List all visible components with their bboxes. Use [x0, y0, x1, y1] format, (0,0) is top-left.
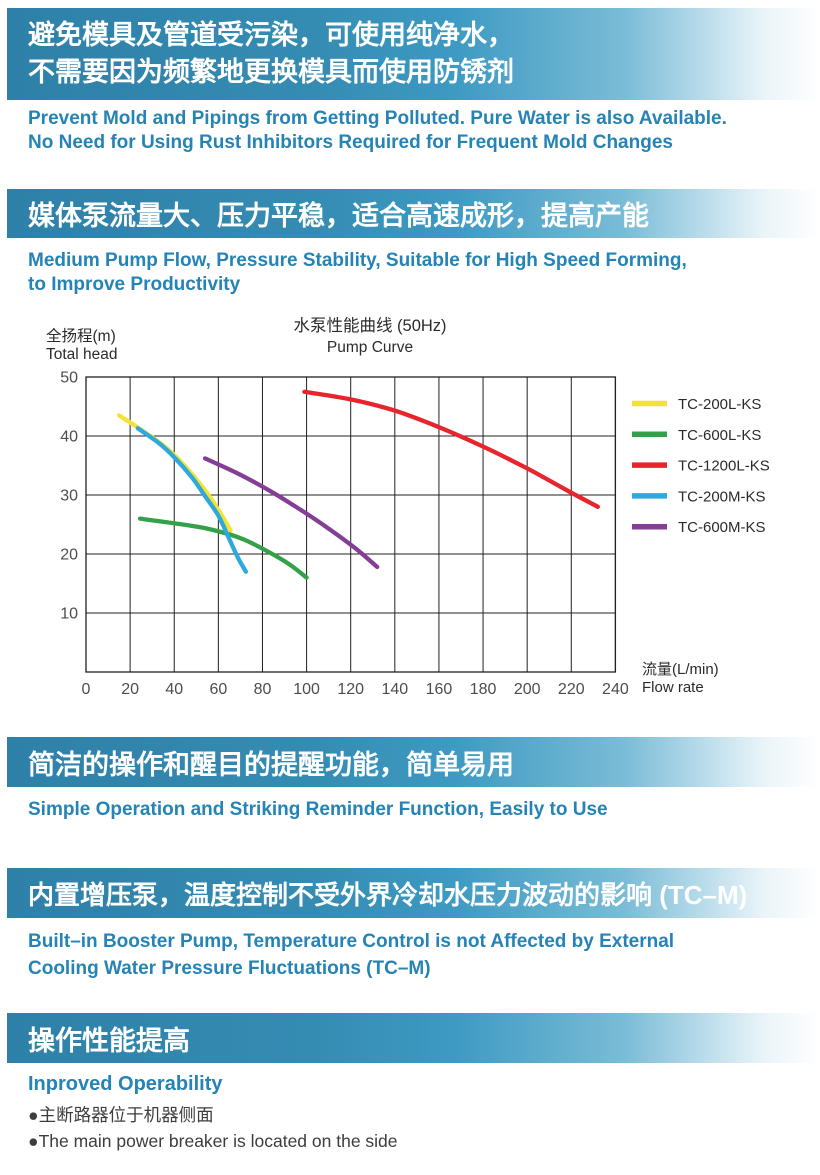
subtitle-line: Simple Operation and Striking Reminder F…: [28, 799, 608, 820]
x-tick-label: 100: [293, 681, 320, 698]
x-tick-label: 0: [82, 681, 91, 698]
x-tick-label: 60: [209, 681, 227, 698]
x-tick-label: 180: [470, 681, 497, 698]
y-tick-label: 40: [60, 429, 78, 446]
banner-text-line: 简洁的操作和醒目的提醒功能，简单易用: [28, 749, 514, 780]
x-tick-label: 120: [337, 681, 364, 698]
x-axis-label-zh: 流量(L/min): [642, 661, 719, 678]
y-axis-label-en: Total head: [46, 346, 118, 363]
curve-TC-600M-KS: [202, 456, 380, 570]
banner-text-line: 不需要因为频繁地更换模具而使用防锈剂: [28, 57, 514, 87]
subtitle-operability: Inproved Operability: [28, 1072, 810, 1096]
subtitle-line: Inproved Operability: [28, 1073, 223, 1095]
pump-curve-chart: 0 20 40 60 80 100 120 140 160 180 200 220 240 10 20 30 4…: [0, 310, 820, 710]
banner-text-line: 内置增压泵，温度控制不受外界冷却水压力波动的影响 (TC–M): [28, 879, 748, 910]
operability-bullet-list: ●主断路器位于机器侧面 ●The main power breaker is l…: [28, 1102, 398, 1154]
curve-TC-200L-KS: [116, 413, 233, 533]
y-axis-label-zh: 全扬程(m): [46, 328, 116, 345]
x-axis-label-en: Flow rate: [642, 679, 704, 696]
legend-label-TC-1200L-KS: TC-1200L-KS: [678, 458, 770, 475]
x-tick-label: 20: [121, 681, 139, 698]
chart-title-zh: 水泵性能曲线 (50Hz): [293, 317, 447, 335]
legend-label-TC-200L-KS: TC-200L-KS: [678, 396, 761, 413]
x-tick-label: 220: [558, 681, 585, 698]
x-tick-label: 200: [514, 681, 541, 698]
subtitle-line: Medium Pump Flow, Pressure Stability, Su…: [28, 250, 687, 271]
plot-border: [85, 376, 617, 673]
y-axis-label: 全扬程(m) Total head: [46, 328, 118, 364]
subtitle-line: Cooling Water Pressure Fluctuations (TC–…: [28, 958, 431, 979]
bullet-item: ●The main power breaker is located on th…: [28, 1131, 398, 1151]
banner-text-line: 避免模具及管道受污染，可使用纯净水，: [28, 20, 514, 50]
chart-canvas: 0 20 40 60 80 100 120 140 160 180 200 220 240 10 20 30 4…: [60, 370, 770, 699]
subtitle-line: Built–in Booster Pump, Temperature Contr…: [28, 931, 675, 952]
banner-booster-pump: 内置增压泵，温度控制不受外界冷却水压力波动的影响 (TC–M): [7, 868, 820, 918]
x-tick-label: 140: [381, 681, 408, 698]
chart-title: 水泵性能曲线 (50Hz) Pump Curve: [230, 315, 510, 359]
subtitle-line: to Improve Productivity: [28, 274, 241, 295]
x-tick-label: 240: [602, 681, 629, 698]
subtitle-pump-flow: Medium Pump Flow, Pressure Stability, Su…: [28, 249, 810, 297]
subtitle-simple-operation: Simple Operation and Striking Reminder F…: [28, 798, 810, 822]
legend-label-TC-200M-KS: TC-200M-KS: [678, 488, 766, 505]
banner-text-line: 操作性能提高: [28, 1025, 190, 1056]
legend-label-TC-600M-KS: TC-600M-KS: [678, 519, 766, 536]
bullet-item: ●主断路器位于机器侧面: [28, 1105, 214, 1125]
subtitle-line: No Need for Using Rust Inhibitors Requir…: [28, 132, 673, 153]
curve-TC-600L-KS: [137, 516, 309, 580]
x-tick-label: 40: [165, 681, 183, 698]
curve-TC-200M-KS: [135, 426, 249, 574]
x-axis-label: 流量(L/min) Flow rate: [642, 661, 719, 697]
banner-simple-operation: 简洁的操作和醒目的提醒功能，简单易用: [7, 737, 820, 787]
legend-label-TC-600L-KS: TC-600L-KS: [678, 427, 761, 444]
y-tick-label: 10: [60, 606, 78, 623]
chart-title-en: Pump Curve: [326, 339, 414, 356]
banner-pump-flow: 媒体泵流量大、压力平稳，适合高速成形，提高产能: [7, 189, 820, 238]
x-tick-label: 160: [426, 681, 453, 698]
y-tick-label: 20: [60, 547, 78, 564]
banner-operability: 操作性能提高: [7, 1013, 820, 1063]
subtitle-pure-water: Prevent Mold and Pipings from Getting Po…: [28, 107, 810, 155]
y-tick-label: 50: [60, 370, 78, 387]
y-tick-label: 30: [60, 488, 78, 505]
subtitle-booster-pump: Built–in Booster Pump, Temperature Contr…: [28, 928, 810, 982]
curve-TC-1200L-KS: [302, 389, 600, 509]
banner-pure-water: 避免模具及管道受污染，可使用纯净水， 不需要因为频繁地更换模具而使用防锈剂: [7, 8, 820, 100]
subtitle-line: Prevent Mold and Pipings from Getting Po…: [28, 108, 727, 129]
banner-text-line: 媒体泵流量大、压力平稳，适合高速成形，提高产能: [28, 201, 649, 231]
x-tick-label: 80: [254, 681, 272, 698]
